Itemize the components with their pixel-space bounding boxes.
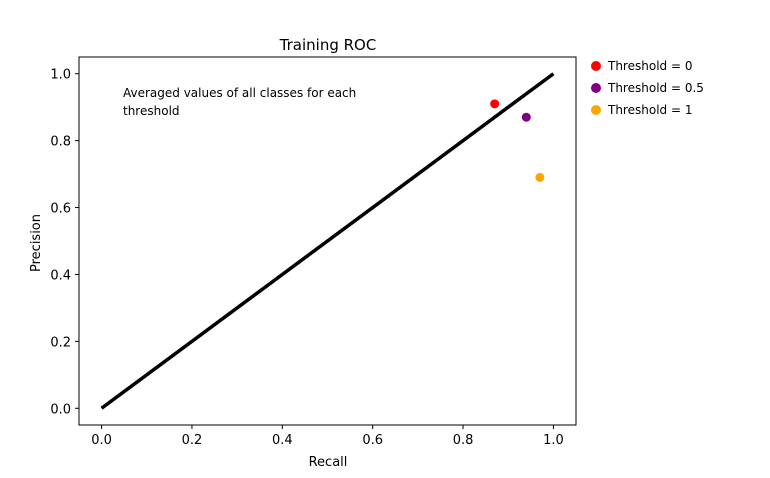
y-tick-label: 0.2	[50, 335, 71, 350]
data-point-series-0	[490, 99, 500, 109]
x-tick-label: 1.0	[543, 433, 564, 448]
y-tick-label: 0.6	[50, 202, 71, 217]
y-tick-label: 0.4	[50, 268, 71, 283]
legend-label-2: Threshold = 1	[607, 103, 692, 117]
x-axis-label: Recall	[309, 455, 348, 470]
y-axis-label: Precision	[29, 214, 44, 272]
y-tick-label: 0.8	[50, 135, 71, 150]
x-tick-label: 0.0	[91, 433, 112, 448]
x-tick-label: 0.2	[182, 433, 203, 448]
x-tick-label: 0.6	[362, 433, 383, 448]
data-point-series-2	[535, 172, 545, 182]
chart-title: Training ROC	[279, 36, 377, 54]
legend-marker-1	[591, 83, 601, 93]
x-tick-label: 0.4	[272, 433, 293, 448]
legend-label-1: Threshold = 0.5	[607, 81, 704, 95]
data-point-series-1	[521, 112, 531, 122]
x-tick-label: 0.8	[453, 433, 474, 448]
plot-frame	[78, 56, 577, 426]
reference-line	[100, 72, 555, 410]
y-tick-label: 0.0	[50, 402, 71, 417]
legend-label-0: Threshold = 0	[607, 59, 692, 73]
annotation-line-2: threshold	[123, 104, 180, 118]
y-tick-label: 1.0	[50, 68, 71, 83]
legend-marker-2	[591, 105, 601, 115]
legend-marker-0	[591, 61, 601, 71]
annotation-line-1: Averaged values of all classes for each	[123, 86, 356, 100]
